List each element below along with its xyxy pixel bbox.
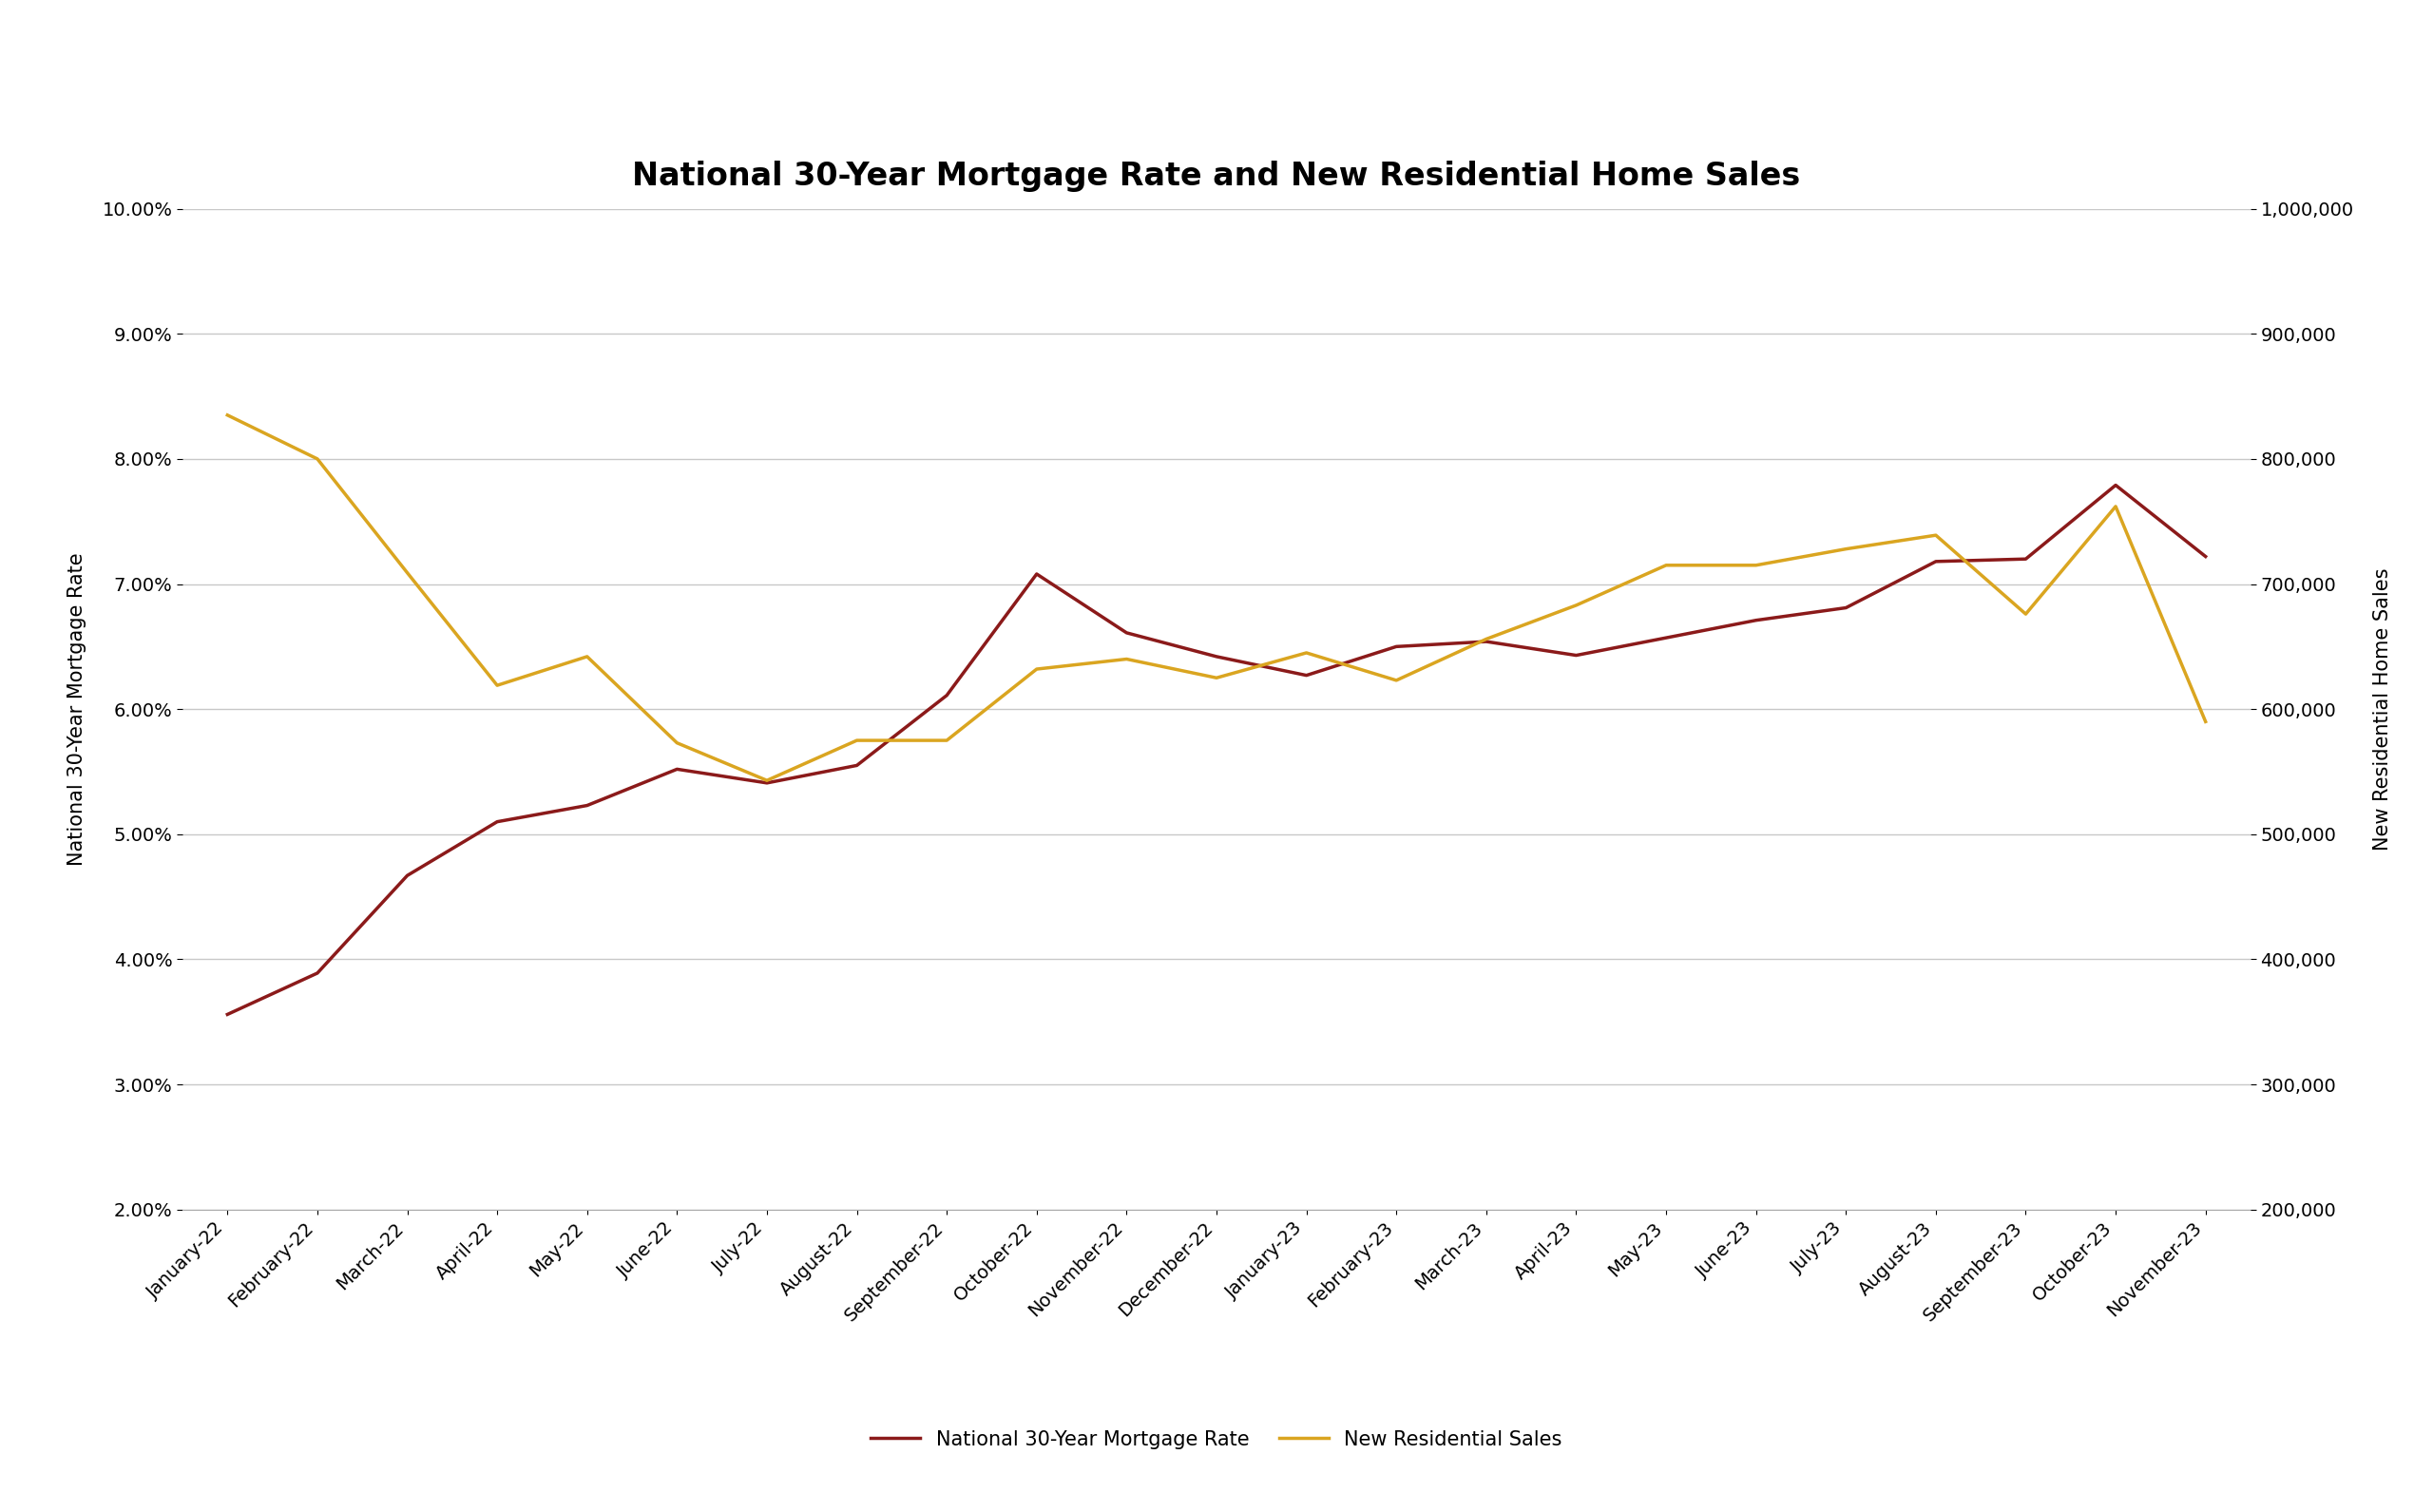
Y-axis label: New Residential Home Sales: New Residential Home Sales (2375, 569, 2392, 850)
New Residential Sales (752, 771, 781, 789)
New Residential Sales (572, 647, 601, 665)
New Residential Sales (1742, 556, 1771, 575)
New Residential Sales (1472, 631, 1501, 649)
New Residential Sales (302, 451, 331, 469)
Y-axis label: National 30-Year Mortgage Rate: National 30-Year Mortgage Rate (68, 552, 88, 866)
Line: National 30-Year Mortgage Rate: National 30-Year Mortgage Rate (226, 485, 2207, 1015)
Line: New Residential Sales: New Residential Sales (226, 416, 2207, 780)
National 30-Year Mortgage Rate (1292, 667, 1321, 685)
National 30-Year Mortgage Rate (1202, 647, 1231, 665)
New Residential Sales (392, 564, 421, 582)
National 30-Year Mortgage Rate (392, 866, 421, 885)
New Residential Sales (1922, 526, 1951, 544)
National 30-Year Mortgage Rate (1022, 565, 1051, 584)
National 30-Year Mortgage Rate (1922, 552, 1951, 570)
National 30-Year Mortgage Rate (1562, 646, 1591, 664)
New Residential Sales (842, 732, 871, 750)
National 30-Year Mortgage Rate (662, 761, 691, 779)
National 30-Year Mortgage Rate (2012, 550, 2041, 569)
National 30-Year Mortgage Rate (572, 797, 601, 815)
New Residential Sales (1292, 644, 1321, 662)
National 30-Year Mortgage Rate (1652, 629, 1681, 647)
New Residential Sales (2102, 497, 2131, 516)
New Residential Sales (1562, 596, 1591, 614)
Title: National 30-Year Mortgage Rate and New Residential Home Sales: National 30-Year Mortgage Rate and New R… (633, 160, 1800, 192)
New Residential Sales (1832, 540, 1861, 558)
New Residential Sales (1202, 668, 1231, 686)
National 30-Year Mortgage Rate (1112, 624, 1141, 643)
National 30-Year Mortgage Rate (842, 756, 871, 774)
National 30-Year Mortgage Rate (2102, 476, 2131, 494)
National 30-Year Mortgage Rate (1382, 638, 1411, 656)
New Residential Sales (2192, 712, 2221, 730)
Legend: National 30-Year Mortgage Rate, New Residential Sales: National 30-Year Mortgage Rate, New Resi… (864, 1421, 1569, 1456)
New Residential Sales (1112, 650, 1141, 668)
National 30-Year Mortgage Rate (932, 686, 961, 705)
New Residential Sales (2012, 605, 2041, 623)
National 30-Year Mortgage Rate (482, 812, 511, 830)
New Residential Sales (662, 733, 691, 751)
New Residential Sales (1652, 556, 1681, 575)
New Residential Sales (482, 676, 511, 694)
New Residential Sales (1382, 671, 1411, 689)
New Residential Sales (1022, 661, 1051, 679)
National 30-Year Mortgage Rate (2192, 547, 2221, 565)
National 30-Year Mortgage Rate (212, 1005, 241, 1024)
National 30-Year Mortgage Rate (302, 965, 331, 983)
National 30-Year Mortgage Rate (1742, 611, 1771, 629)
New Residential Sales (932, 732, 961, 750)
National 30-Year Mortgage Rate (1472, 632, 1501, 650)
National 30-Year Mortgage Rate (752, 774, 781, 792)
New Residential Sales (212, 407, 241, 425)
National 30-Year Mortgage Rate (1832, 599, 1861, 617)
